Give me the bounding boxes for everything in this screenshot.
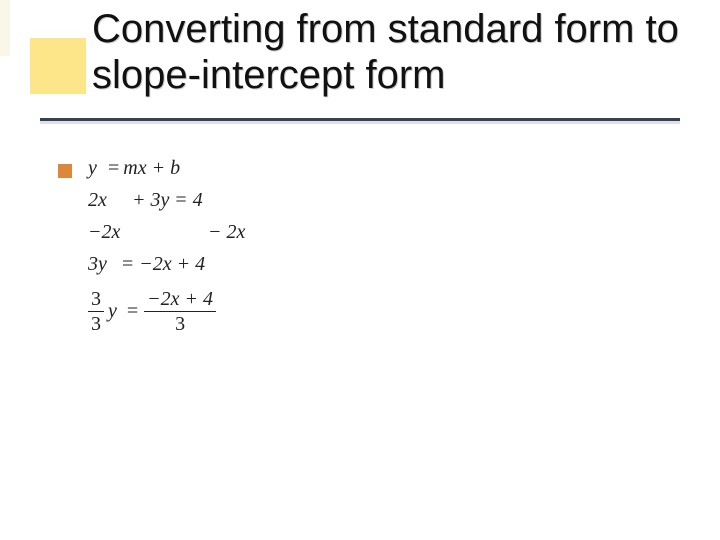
l3-rhs: − 2x (208, 222, 245, 242)
l4-lhs: 3y (88, 253, 107, 275)
l3-lhs: −2x (88, 221, 120, 243)
l2-rhs: 4 (193, 190, 203, 210)
l1-eq: = (108, 158, 119, 178)
eq-line-2: 2x + 3y = 4 (88, 190, 245, 216)
l2-lhs-a: 2x (88, 189, 107, 211)
math-block: y = mx + b 2x + 3y = 4 −2x − 2x 3y = −2x… (88, 158, 245, 342)
l1-lhs: y (88, 157, 97, 179)
l5-rhs-num: −2x + 4 (144, 289, 216, 309)
l5-lhs-num: 3 (88, 289, 104, 309)
bullet-marker (58, 164, 72, 178)
eq-line-5: 3 3 y = −2x + 4 3 (88, 286, 245, 336)
l1-rhs: mx + b (123, 157, 180, 179)
title-underline (40, 118, 680, 121)
title-accent-side (0, 0, 10, 56)
eq-line-1: y = mx + b (88, 158, 245, 184)
l2-lhs-b: + 3y (132, 190, 169, 210)
slide-title: Converting from standard form to slope-i… (92, 6, 692, 98)
l5-rhs-frac: −2x + 4 3 (144, 289, 216, 334)
l5-eq: = (127, 301, 138, 321)
l4-rhs: −2x + 4 (139, 254, 205, 274)
l4-eq: = (122, 254, 133, 274)
l2-eq: = (175, 190, 186, 210)
eq-line-3: −2x − 2x (88, 222, 245, 248)
l5-lhs-den: 3 (88, 314, 104, 334)
l5-lhs-frac: 3 3 (88, 289, 104, 334)
eq-line-4: 3y = −2x + 4 (88, 254, 245, 280)
l5-rhs-den: 3 (172, 314, 188, 334)
title-accent-box (30, 38, 86, 94)
l5-lhs-after: y (108, 301, 117, 321)
